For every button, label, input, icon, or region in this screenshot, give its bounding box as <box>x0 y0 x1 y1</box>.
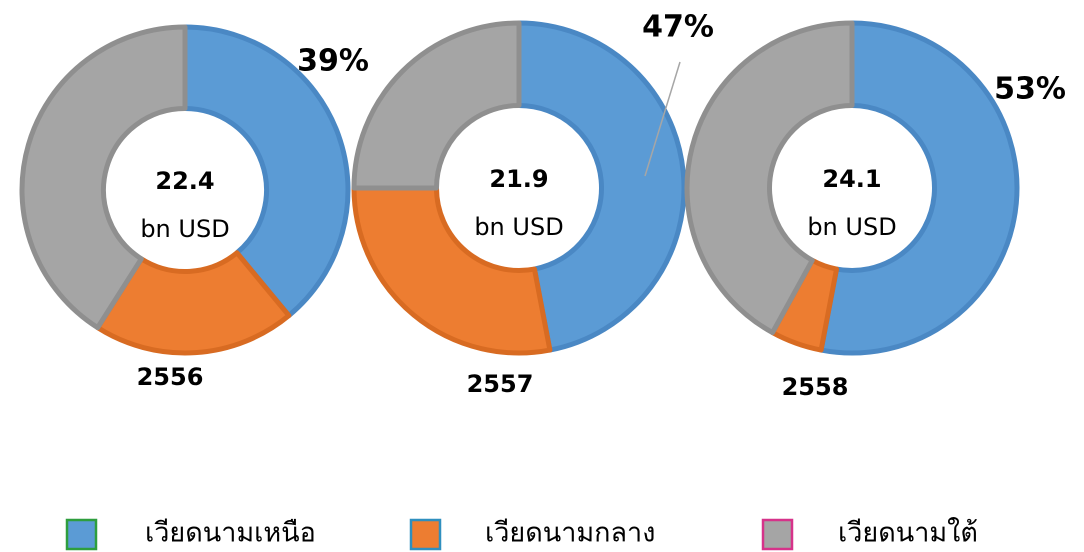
center-unit: bn USD <box>474 213 563 241</box>
legend-label: เวียดนามใต้ <box>838 517 978 549</box>
leader-line <box>644 61 681 177</box>
year-label: 2556 <box>137 363 204 391</box>
legend-label: เวียดนามเหนือ <box>145 518 316 549</box>
legend-swatch <box>409 518 442 551</box>
donut-segment <box>516 20 687 353</box>
donut-segment <box>351 20 522 191</box>
value-label: 53% <box>994 72 1066 107</box>
center-unit: bn USD <box>140 215 229 243</box>
center-unit: bn USD <box>807 213 896 241</box>
donut-segment <box>818 20 1020 356</box>
legend-label: เวียดนามกลาง <box>485 518 655 549</box>
value-label: 39% <box>297 44 369 79</box>
legend-swatch <box>65 518 98 551</box>
center-value: 21.9 <box>489 165 548 193</box>
donut-segment <box>684 20 855 336</box>
donut-segment <box>351 185 553 356</box>
center-value: 24.1 <box>822 165 881 193</box>
center-value: 22.4 <box>155 167 214 195</box>
donut-segment <box>182 24 351 319</box>
donut-segment <box>19 24 188 331</box>
donut-segment <box>95 250 292 356</box>
year-label: 2557 <box>467 370 534 398</box>
year-label: 2558 <box>782 373 849 401</box>
legend-swatch <box>761 518 794 551</box>
value-label: 47% <box>642 10 714 45</box>
